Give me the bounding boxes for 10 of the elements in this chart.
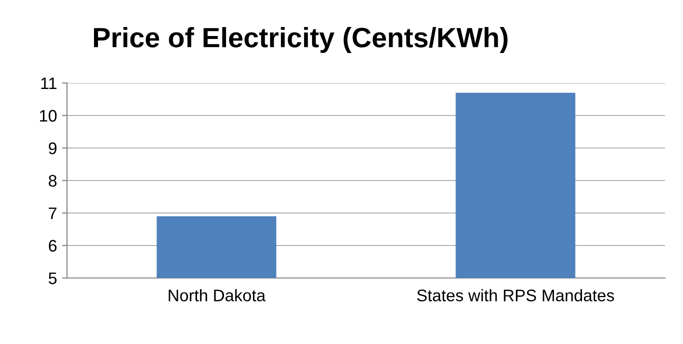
y-tick-label: 8: [48, 174, 57, 187]
y-tick-label: 6: [48, 240, 57, 252]
y-tick-label: 10: [40, 110, 57, 122]
y-tick-label: 11: [41, 78, 56, 90]
y-tick-label: 7: [48, 208, 56, 220]
y-tick-label: 5: [48, 272, 57, 284]
x-tick-label: States with RPS Mandates: [417, 289, 614, 302]
chart-title: Price of Electricity (Cents/KWh): [94, 27, 508, 53]
x-tick-label: North Dakota: [168, 289, 266, 302]
y-tick-label: 9: [48, 142, 56, 154]
